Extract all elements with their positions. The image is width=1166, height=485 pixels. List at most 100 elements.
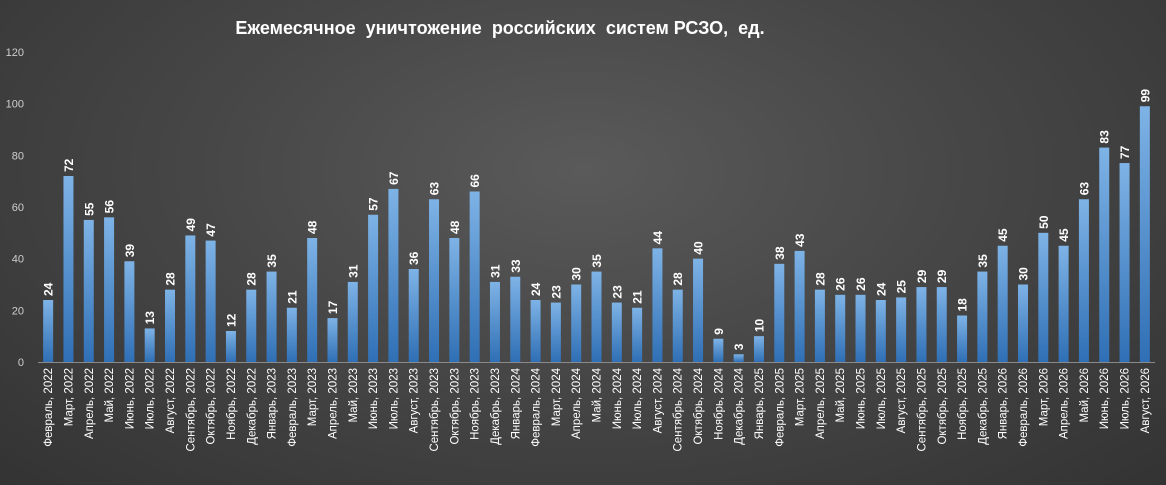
y-tick-label: 100 (6, 99, 24, 111)
value-label: 12 (224, 313, 238, 327)
bar (875, 300, 886, 362)
x-tick-label: Октябрь, 2022 (206, 368, 218, 445)
y-tick-label: 60 (12, 202, 24, 214)
value-label: 23 (610, 285, 624, 299)
bar (368, 214, 379, 362)
y-tick-label: 120 (6, 47, 24, 59)
bar (713, 338, 724, 362)
x-tick-label: Март, 2022 (63, 368, 75, 426)
x-tick-label: Май, 2023 (348, 368, 360, 423)
bar (591, 271, 602, 362)
x-tick-label: Апрель, 2022 (84, 368, 96, 439)
value-label: 49 (184, 218, 198, 232)
value-label: 77 (1118, 145, 1132, 159)
bar (327, 318, 338, 362)
value-label: 48 (306, 220, 320, 234)
value-label: 24 (42, 282, 56, 296)
value-label: 29 (915, 269, 929, 283)
value-label: 9 (712, 328, 726, 335)
x-tick-label: Март, 2023 (307, 368, 319, 426)
x-tick-label: Июль, 2025 (876, 368, 888, 429)
value-label: 83 (1098, 130, 1112, 144)
bar (469, 191, 480, 362)
x-tick-label: Февраль, 2025 (774, 368, 786, 447)
bar (83, 219, 94, 362)
x-tick-label: Январь, 2025 (754, 368, 766, 439)
x-tick-label: Май, 2025 (835, 368, 847, 423)
y-tick-label: 40 (12, 254, 24, 266)
x-tick-label: Декабрь, 2023 (490, 368, 502, 445)
value-label: 72 (62, 158, 76, 172)
bar (286, 307, 297, 362)
bar (510, 276, 521, 362)
value-label: 31 (346, 264, 360, 278)
bar (652, 248, 663, 362)
value-label: 63 (1077, 182, 1091, 196)
x-tick-label: Февраль, 2022 (43, 368, 55, 447)
bar (449, 238, 460, 362)
value-label: 24 (874, 282, 888, 296)
y-tick-label: 80 (12, 150, 24, 162)
bar (977, 271, 988, 362)
x-tick-label: Июль, 2023 (388, 368, 400, 429)
value-label: 45 (1057, 228, 1071, 242)
x-tick-label: Сентябрь, 2022 (185, 368, 197, 452)
x-tick-label: Июнь, 2024 (612, 367, 624, 429)
value-label: 35 (265, 254, 279, 268)
x-tick-label: Июнь, 2023 (368, 368, 380, 429)
value-label: 40 (692, 241, 706, 255)
value-label: 31 (488, 264, 502, 278)
x-tick-label: Февраль, 2024 (531, 367, 543, 446)
value-label: 39 (123, 244, 137, 258)
value-label: 21 (631, 290, 645, 304)
bar (124, 261, 135, 362)
x-tick-label: Август, 2024 (652, 367, 664, 433)
bar (794, 250, 805, 362)
x-tick-label: Декабрь, 2024 (734, 367, 746, 444)
x-tick-label: Август, 2022 (165, 368, 177, 433)
bar (835, 294, 846, 362)
x-tick-label: Январь, 2026 (998, 368, 1010, 439)
value-label: 35 (976, 254, 990, 268)
value-label: 35 (590, 254, 604, 268)
bar (1038, 232, 1049, 362)
bar (916, 287, 927, 362)
x-tick-label: Ноябрь, 2022 (226, 368, 238, 440)
value-label: 45 (996, 228, 1010, 242)
bar (753, 336, 764, 362)
value-label: 63 (428, 182, 442, 196)
bar (550, 302, 561, 362)
value-label: 44 (651, 231, 665, 245)
bar (997, 245, 1008, 362)
x-tick-label: Октябрь, 2024 (693, 367, 705, 444)
x-tick-label: Сентябрь, 2024 (673, 367, 685, 451)
value-label: 28 (671, 272, 685, 286)
value-label: 56 (103, 200, 117, 214)
value-label: 21 (285, 290, 299, 304)
bar (814, 289, 825, 362)
bar (936, 287, 947, 362)
value-label: 47 (204, 223, 218, 237)
x-tick-label: Август, 2023 (409, 368, 421, 433)
bar (43, 300, 54, 362)
x-tick-label: Июль, 2022 (145, 368, 157, 429)
x-tick-label: Август, 2025 (896, 368, 908, 433)
y-tick-label: 0 (18, 357, 24, 369)
y-tick-label: 20 (12, 305, 24, 317)
value-label: 17 (326, 300, 340, 314)
bar (185, 235, 196, 362)
value-label: 43 (793, 233, 807, 247)
x-tick-label: Май, 2022 (104, 368, 116, 423)
x-tick-label: Февраль, 2023 (287, 368, 299, 447)
value-label: 28 (164, 272, 178, 286)
bar (388, 188, 399, 362)
bar (896, 297, 907, 362)
value-label: 23 (549, 285, 563, 299)
value-label: 28 (245, 272, 259, 286)
value-label: 3 (732, 343, 746, 350)
value-label: 30 (1016, 267, 1030, 281)
value-label: 67 (387, 171, 401, 185)
value-label: 28 (813, 272, 827, 286)
